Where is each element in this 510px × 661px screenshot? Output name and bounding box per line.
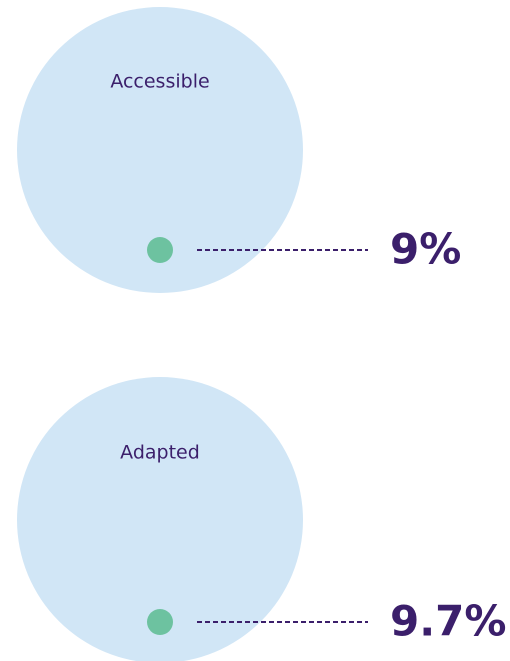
value-label: 9.7%	[390, 597, 506, 646]
background-circle	[17, 377, 303, 661]
category-label: Adapted	[120, 442, 200, 464]
dot	[147, 609, 173, 635]
value-label: 9%	[390, 225, 461, 274]
category-label: Accessible	[110, 71, 209, 93]
background-circle	[17, 7, 303, 293]
dot	[147, 237, 173, 263]
